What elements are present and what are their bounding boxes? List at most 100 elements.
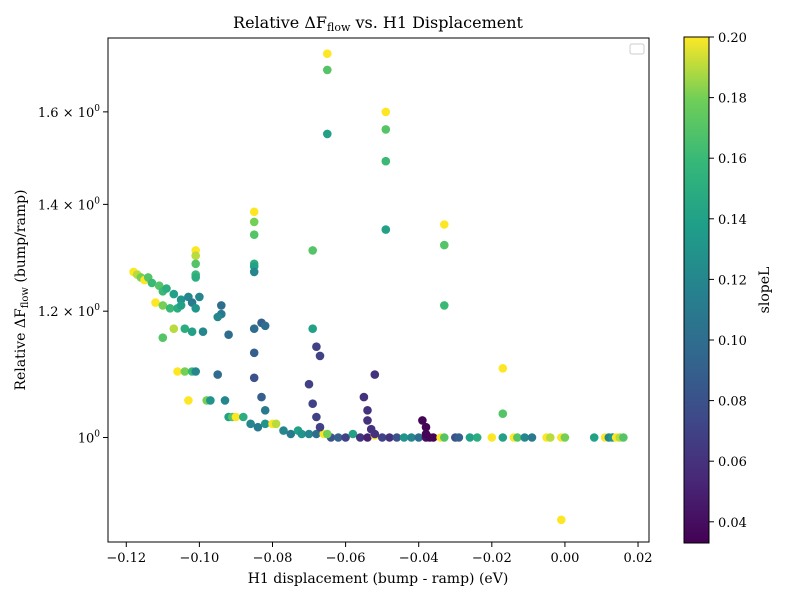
data-point [220,396,230,405]
data-point [304,379,314,389]
data-point [249,207,259,217]
data-point [440,301,449,310]
data-point [239,412,248,422]
y-tick-label: 1.6 × 100 [38,104,100,121]
data-point [260,419,270,429]
data-point [312,412,321,422]
colorbar-tick-label: 0.20 [718,31,747,46]
data-point [249,324,259,334]
data-point [487,433,497,442]
data-point [308,324,318,334]
x-tick-label: −0.08 [253,551,293,566]
data-point [191,251,200,260]
data-point [520,433,529,442]
data-point [560,433,570,442]
data-point [249,230,259,239]
x-tick-label: −0.06 [326,551,366,566]
data-point [498,364,508,373]
data-point [206,396,215,405]
chart-title: Relative ΔFflow vs. H1 Displacement [233,13,524,34]
scatter-points [129,49,628,525]
data-point [527,433,537,442]
data-point [370,429,380,439]
x-axis-label: H1 displacement (bump - ramp) (eV) [248,571,509,587]
data-point [224,330,233,340]
colorbar-tick-label: 0.08 [718,395,747,410]
data-point [323,429,332,439]
data-point [363,433,372,442]
data-point [249,267,259,277]
data-point [440,433,449,442]
data-point [260,321,270,331]
data-point [363,416,372,425]
data-point [184,396,193,405]
data-point [191,273,200,282]
data-point [312,342,321,352]
data-point [249,217,259,227]
data-point [341,433,350,442]
data-point [381,225,391,234]
data-point [162,284,171,293]
colorbar-tick-label: 0.18 [718,92,747,107]
data-point [249,348,259,358]
data-point [257,392,266,402]
colorbar-label: slopeL [757,267,773,314]
data-point [421,422,431,432]
data-point [191,259,200,269]
data-point [297,429,307,439]
y-axis-label: Relative ΔFflow (bump/ramp) [13,189,31,390]
data-point [323,49,332,58]
data-point [589,433,599,442]
data-point [180,324,190,334]
data-point [312,429,321,439]
x-tick-label: 0.02 [624,551,653,566]
data-point [176,301,186,310]
data-point [323,65,332,75]
data-point [440,220,449,229]
x-axis-ticks: −0.12 −0.10 −0.08 −0.06 −0.04 −0.02 0.00 0.02 [106,542,653,566]
data-point [187,327,197,337]
y-tick-label: 100 [78,430,101,447]
data-point [399,433,409,442]
data-point [370,370,380,379]
data-point [198,327,208,337]
data-point [213,370,222,379]
data-point [195,292,204,302]
data-point [381,125,391,134]
colorbar-tick-label: 0.04 [718,516,747,531]
legend-box [629,43,645,55]
data-point [407,433,416,442]
colorbar-tick-label: 0.16 [718,152,747,167]
data-point [334,433,343,442]
data-point [465,433,475,442]
data-point [619,433,628,442]
data-point [472,433,482,442]
data-point [286,429,296,439]
data-point [392,433,402,442]
data-point [557,515,566,525]
data-point [180,367,190,376]
data-point [381,156,391,166]
data-point [418,416,427,425]
data-point [173,367,182,376]
y-tick-label: 1.2 × 100 [38,303,100,320]
colorbar-tick-label: 0.12 [718,273,747,288]
data-point [315,351,325,361]
data-point [246,419,255,429]
data-point [217,301,226,310]
data-point [165,304,175,313]
x-tick-label: −0.04 [399,551,439,566]
data-point [498,433,508,442]
data-point [385,433,394,442]
data-point [271,419,281,429]
data-point [260,406,270,415]
data-point [169,324,179,334]
data-point [191,367,200,376]
data-point [513,433,522,442]
data-point [147,278,157,288]
data-point [440,240,449,250]
y-tick-label: 1.4 × 100 [38,196,100,213]
data-point [191,304,200,313]
data-point [304,429,314,439]
data-point [158,301,168,310]
